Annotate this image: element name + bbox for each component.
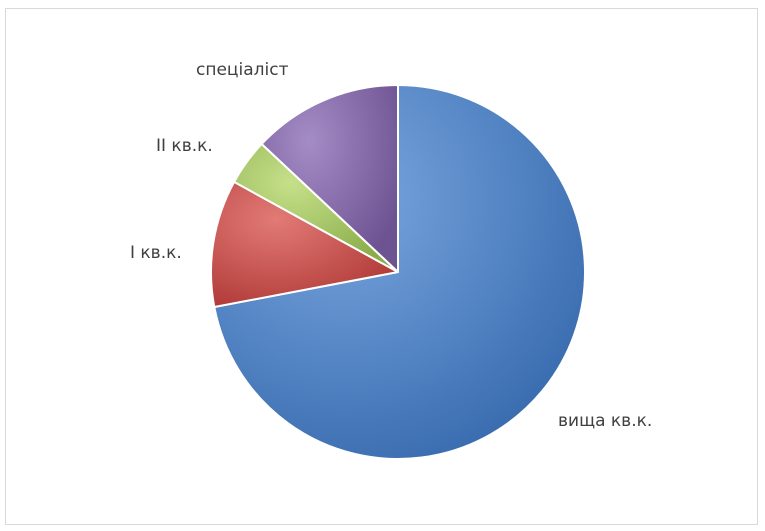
pie-slice-specialist bbox=[260, 84, 399, 273]
slice-label-vyshcha: вища кв.к. bbox=[558, 411, 652, 431]
slice-label-first: I кв.к. bbox=[130, 243, 182, 263]
pie-slice-vyshcha bbox=[213, 84, 586, 460]
slice-label-second: II кв.к. bbox=[156, 136, 213, 156]
pie-slice-first bbox=[210, 180, 399, 309]
slice-label-specialist: спеціаліст bbox=[196, 60, 289, 80]
